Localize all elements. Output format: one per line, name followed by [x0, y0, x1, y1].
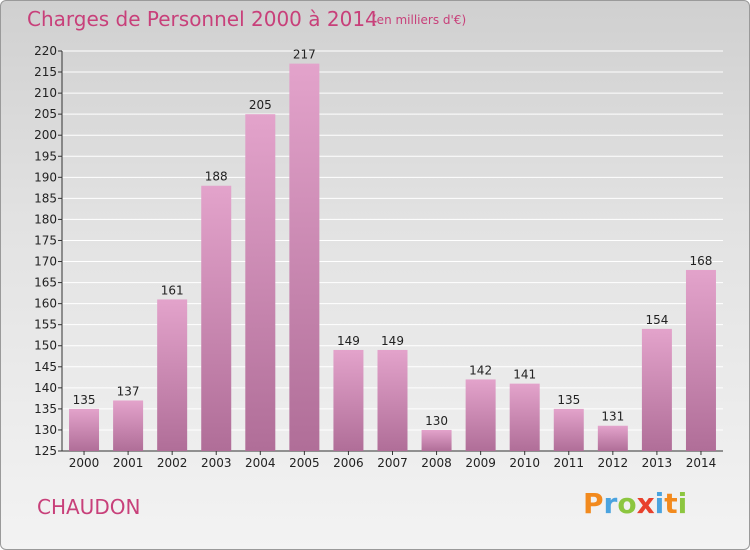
bar-2001 [113, 400, 144, 451]
data-label: 141 [513, 368, 536, 382]
place-name: CHAUDON [37, 495, 141, 519]
logo-letter: i [654, 487, 665, 520]
data-label: 137 [117, 384, 140, 398]
x-tick-label: 2000 [69, 456, 100, 470]
data-label: 149 [337, 334, 360, 348]
y-tick-label: 160 [34, 297, 57, 311]
y-tick-label: 220 [34, 44, 57, 58]
bars: 135 137 161 188 205 217 149 149 130 142 141 135 131 1… [69, 48, 716, 451]
data-label: 168 [690, 254, 713, 268]
bar-2004 [245, 114, 276, 451]
logo-letter: o [617, 487, 637, 520]
y-tick-label: 215 [34, 65, 57, 79]
bar-2006 [333, 349, 364, 451]
y-tick-label: 175 [34, 233, 57, 247]
x-tick-label: 2002 [157, 456, 188, 470]
y-tick-label: 210 [34, 86, 57, 100]
x-tick-label: 2003 [201, 456, 232, 470]
bar-2014 [685, 269, 716, 451]
bar-2010 [509, 383, 540, 451]
y-tick-label: 130 [34, 423, 57, 437]
data-label: 217 [293, 48, 316, 62]
x-tick-label: 2013 [642, 456, 673, 470]
x-tick-label: 2006 [333, 456, 364, 470]
bar-2009 [465, 379, 496, 451]
proxiti-logo: Proxiti [583, 487, 687, 520]
x-tick-label: 2009 [465, 456, 496, 470]
chart-title: Charges de Personnel 2000 à 2014 [27, 7, 378, 31]
y-axis-ticks: 125 130 135 140 145 150 155 160 165 170 175 180 185 1… [34, 44, 62, 458]
y-tick-label: 145 [34, 360, 57, 374]
logo-letter: i [677, 487, 688, 520]
bar-2008 [421, 429, 452, 451]
data-label: 161 [161, 283, 184, 297]
x-tick-label: 2007 [377, 456, 408, 470]
x-tick-label: 2005 [289, 456, 320, 470]
x-tick-label: 2008 [421, 456, 452, 470]
bar-2005 [289, 63, 320, 451]
y-tick-label: 170 [34, 255, 57, 269]
y-tick-label: 165 [34, 276, 57, 290]
data-label: 142 [469, 363, 492, 377]
data-label: 131 [601, 410, 624, 424]
y-tick-label: 150 [34, 339, 57, 353]
logo-letter: t [664, 487, 678, 520]
y-tick-label: 140 [34, 381, 57, 395]
data-label: 149 [381, 334, 404, 348]
y-tick-label: 180 [34, 212, 57, 226]
x-tick-label: 2011 [553, 456, 584, 470]
bar-2012 [597, 425, 628, 451]
logo-letter: P [583, 487, 604, 520]
x-tick-label: 2012 [598, 456, 629, 470]
bar-2003 [201, 185, 232, 451]
y-tick-label: 195 [34, 149, 57, 163]
y-tick-label: 200 [34, 128, 57, 142]
x-tick-label: 2004 [245, 456, 276, 470]
data-label: 135 [73, 393, 96, 407]
chart-subtitle: (en milliers d'€) [372, 13, 467, 27]
data-label: 135 [557, 393, 580, 407]
x-tick-label: 2014 [686, 456, 717, 470]
bar-2013 [641, 328, 672, 451]
y-tick-label: 185 [34, 191, 57, 205]
bar-2002 [157, 299, 188, 451]
logo-letter: r [603, 487, 618, 520]
data-label: 154 [645, 313, 668, 327]
y-tick-label: 205 [34, 107, 57, 121]
bar-2007 [377, 349, 408, 451]
x-axis-ticks: 2000 2001 2002 2003 2004 2005 2006 2007 2008 2009… [69, 451, 716, 470]
bar-2000 [69, 408, 100, 451]
x-tick-label: 2010 [509, 456, 540, 470]
logo-letter: x [636, 487, 655, 520]
x-tick-label: 2001 [113, 456, 144, 470]
data-label: 188 [205, 170, 228, 184]
y-tick-label: 135 [34, 402, 57, 416]
y-tick-label: 190 [34, 170, 57, 184]
bar-2011 [553, 408, 584, 451]
y-tick-label: 155 [34, 318, 57, 332]
data-label: 205 [249, 98, 272, 112]
y-tick-label: 125 [34, 444, 57, 458]
data-label: 130 [425, 414, 448, 428]
